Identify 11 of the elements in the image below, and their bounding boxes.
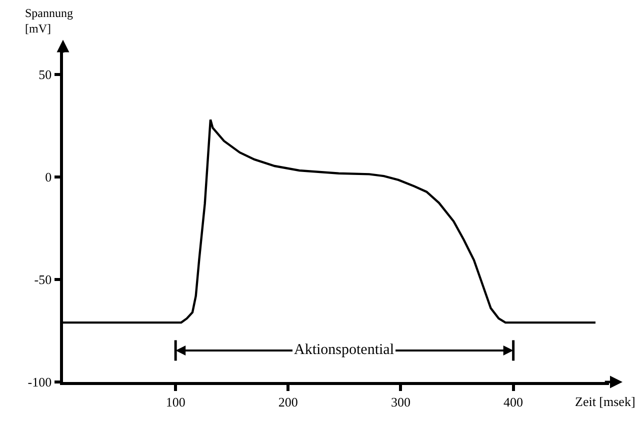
x-tick-label: 400 xyxy=(504,394,524,410)
x-tick-label: 100 xyxy=(166,394,186,410)
y-tick-label: -100 xyxy=(28,374,52,390)
y-axis-title: Spannung [mV] xyxy=(25,6,73,36)
x-axis-title: Zeit [msek] xyxy=(575,394,636,409)
y-tick-label: 0 xyxy=(45,170,52,185)
annotation: Aktionspotential xyxy=(294,342,394,358)
x-tick-label: 200 xyxy=(278,394,298,410)
y-tick-label: -50 xyxy=(34,272,52,288)
x-tick-label: 300 xyxy=(390,394,410,410)
y-tick-label: 50 xyxy=(38,67,52,82)
